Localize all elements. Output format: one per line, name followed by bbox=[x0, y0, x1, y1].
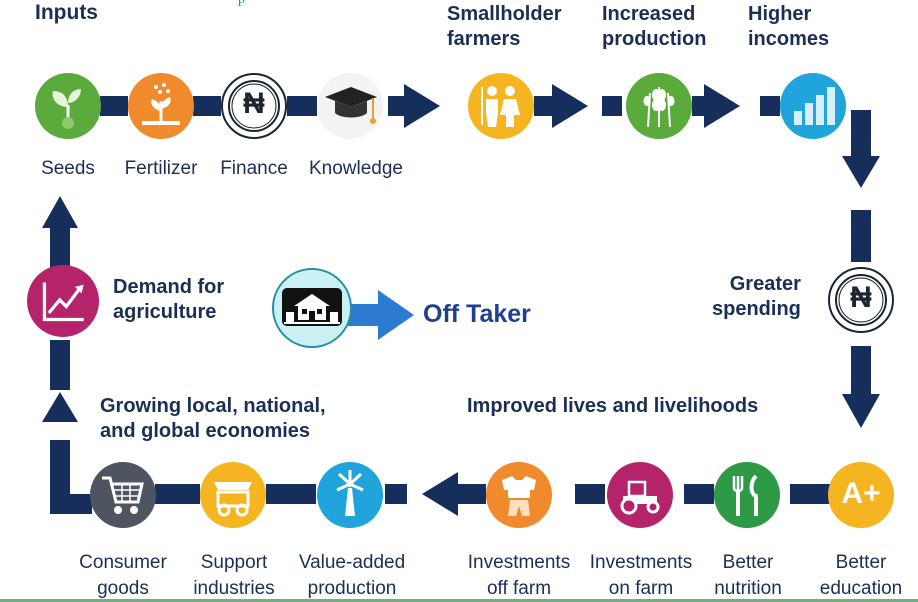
heading-line: Increased bbox=[602, 3, 696, 25]
heading-demand-agriculture: Demand for agriculture bbox=[113, 275, 224, 325]
heading-line: spending bbox=[712, 298, 801, 320]
caption-line: Better bbox=[722, 552, 774, 573]
caption-line: off farm bbox=[486, 578, 552, 599]
heading-line: Greater bbox=[729, 273, 801, 295]
heading-improved-lives: Improved lives and livelihoods bbox=[467, 395, 759, 417]
heading-line: production bbox=[602, 28, 707, 50]
heading-increased-production: Increased production bbox=[602, 2, 706, 52]
heading-line: Demand for bbox=[113, 276, 225, 298]
heading-line: Smallholder bbox=[447, 3, 562, 25]
heading-line: incomes bbox=[748, 28, 830, 50]
heading-line: and global economies bbox=[100, 420, 311, 442]
caption-line: Investments bbox=[589, 552, 693, 573]
bottom-border bbox=[0, 599, 918, 602]
heading-greater-spending: Greater spending bbox=[712, 272, 801, 322]
growth-chart-icon bbox=[27, 265, 99, 337]
heading-line: agriculture bbox=[113, 301, 217, 323]
stray-text: p bbox=[238, 0, 245, 8]
market-cart-icon bbox=[200, 462, 266, 528]
caption-line: Consumer bbox=[79, 552, 167, 573]
seedling-icon bbox=[35, 73, 101, 139]
heading-line: farmers bbox=[447, 28, 521, 50]
naira-coin-icon: ₦ bbox=[221, 73, 287, 139]
caption-better-nutrition: Better nutrition bbox=[700, 550, 796, 602]
caption-fertilizer: Fertilizer bbox=[124, 158, 198, 179]
farmhouse-icon[interactable] bbox=[272, 268, 352, 348]
caption-line: Better bbox=[835, 552, 887, 573]
naira-symbol: ₦ bbox=[243, 87, 265, 120]
heading-line: Growing local, national, bbox=[100, 395, 326, 417]
caption-line: Investments bbox=[467, 552, 571, 573]
heading-inputs: Inputs bbox=[35, 1, 98, 24]
heading-line: Higher bbox=[748, 3, 812, 25]
a-plus-grade-icon: A+ bbox=[828, 462, 894, 528]
caption-investments-on-farm: Investments on farm bbox=[580, 550, 702, 602]
bar-chart-icon bbox=[780, 73, 846, 139]
caption-line: nutrition bbox=[714, 578, 782, 599]
tractor-icon bbox=[607, 462, 673, 528]
heading-growing-economies: Growing local, national, and global econ… bbox=[100, 394, 326, 444]
windmill-icon bbox=[317, 462, 383, 528]
caption-knowledge: Knowledge bbox=[308, 158, 404, 179]
grade-symbol: A+ bbox=[841, 477, 881, 510]
fertilizer-plant-icon bbox=[128, 73, 194, 139]
caption-seeds: Seeds bbox=[41, 158, 95, 179]
caption-better-education: Better education bbox=[804, 550, 918, 602]
clothing-icon bbox=[486, 462, 552, 528]
off-taker-label: Off Taker bbox=[423, 300, 531, 328]
caption-line: production bbox=[307, 578, 397, 599]
caption-consumer-goods: Consumer goods bbox=[70, 550, 176, 602]
caption-line: Support bbox=[200, 552, 268, 573]
caption-value-added-production: Value-added production bbox=[290, 550, 414, 602]
graduation-cap-icon bbox=[317, 73, 383, 139]
caption-investments-off-farm: Investments off farm bbox=[456, 550, 582, 602]
wheat-icon bbox=[626, 73, 692, 139]
naira-symbol: ₦ bbox=[850, 281, 872, 314]
shopping-cart-icon bbox=[90, 462, 156, 528]
naira-coin-icon: ₦ bbox=[828, 267, 894, 333]
caption-support-industries: Support industries bbox=[184, 550, 284, 602]
heading-smallholder-farmers: Smallholder farmers bbox=[447, 2, 561, 52]
caption-line: industries bbox=[193, 578, 275, 599]
caption-line: on farm bbox=[608, 578, 674, 599]
heading-higher-incomes: Higher incomes bbox=[748, 2, 829, 52]
caption-finance: Finance bbox=[220, 158, 288, 179]
farmer-couple-icon bbox=[468, 73, 534, 139]
caption-line: goods bbox=[97, 578, 149, 599]
fork-knife-icon bbox=[714, 462, 780, 528]
caption-line: Value-added bbox=[298, 552, 406, 573]
caption-line: education bbox=[819, 578, 903, 599]
